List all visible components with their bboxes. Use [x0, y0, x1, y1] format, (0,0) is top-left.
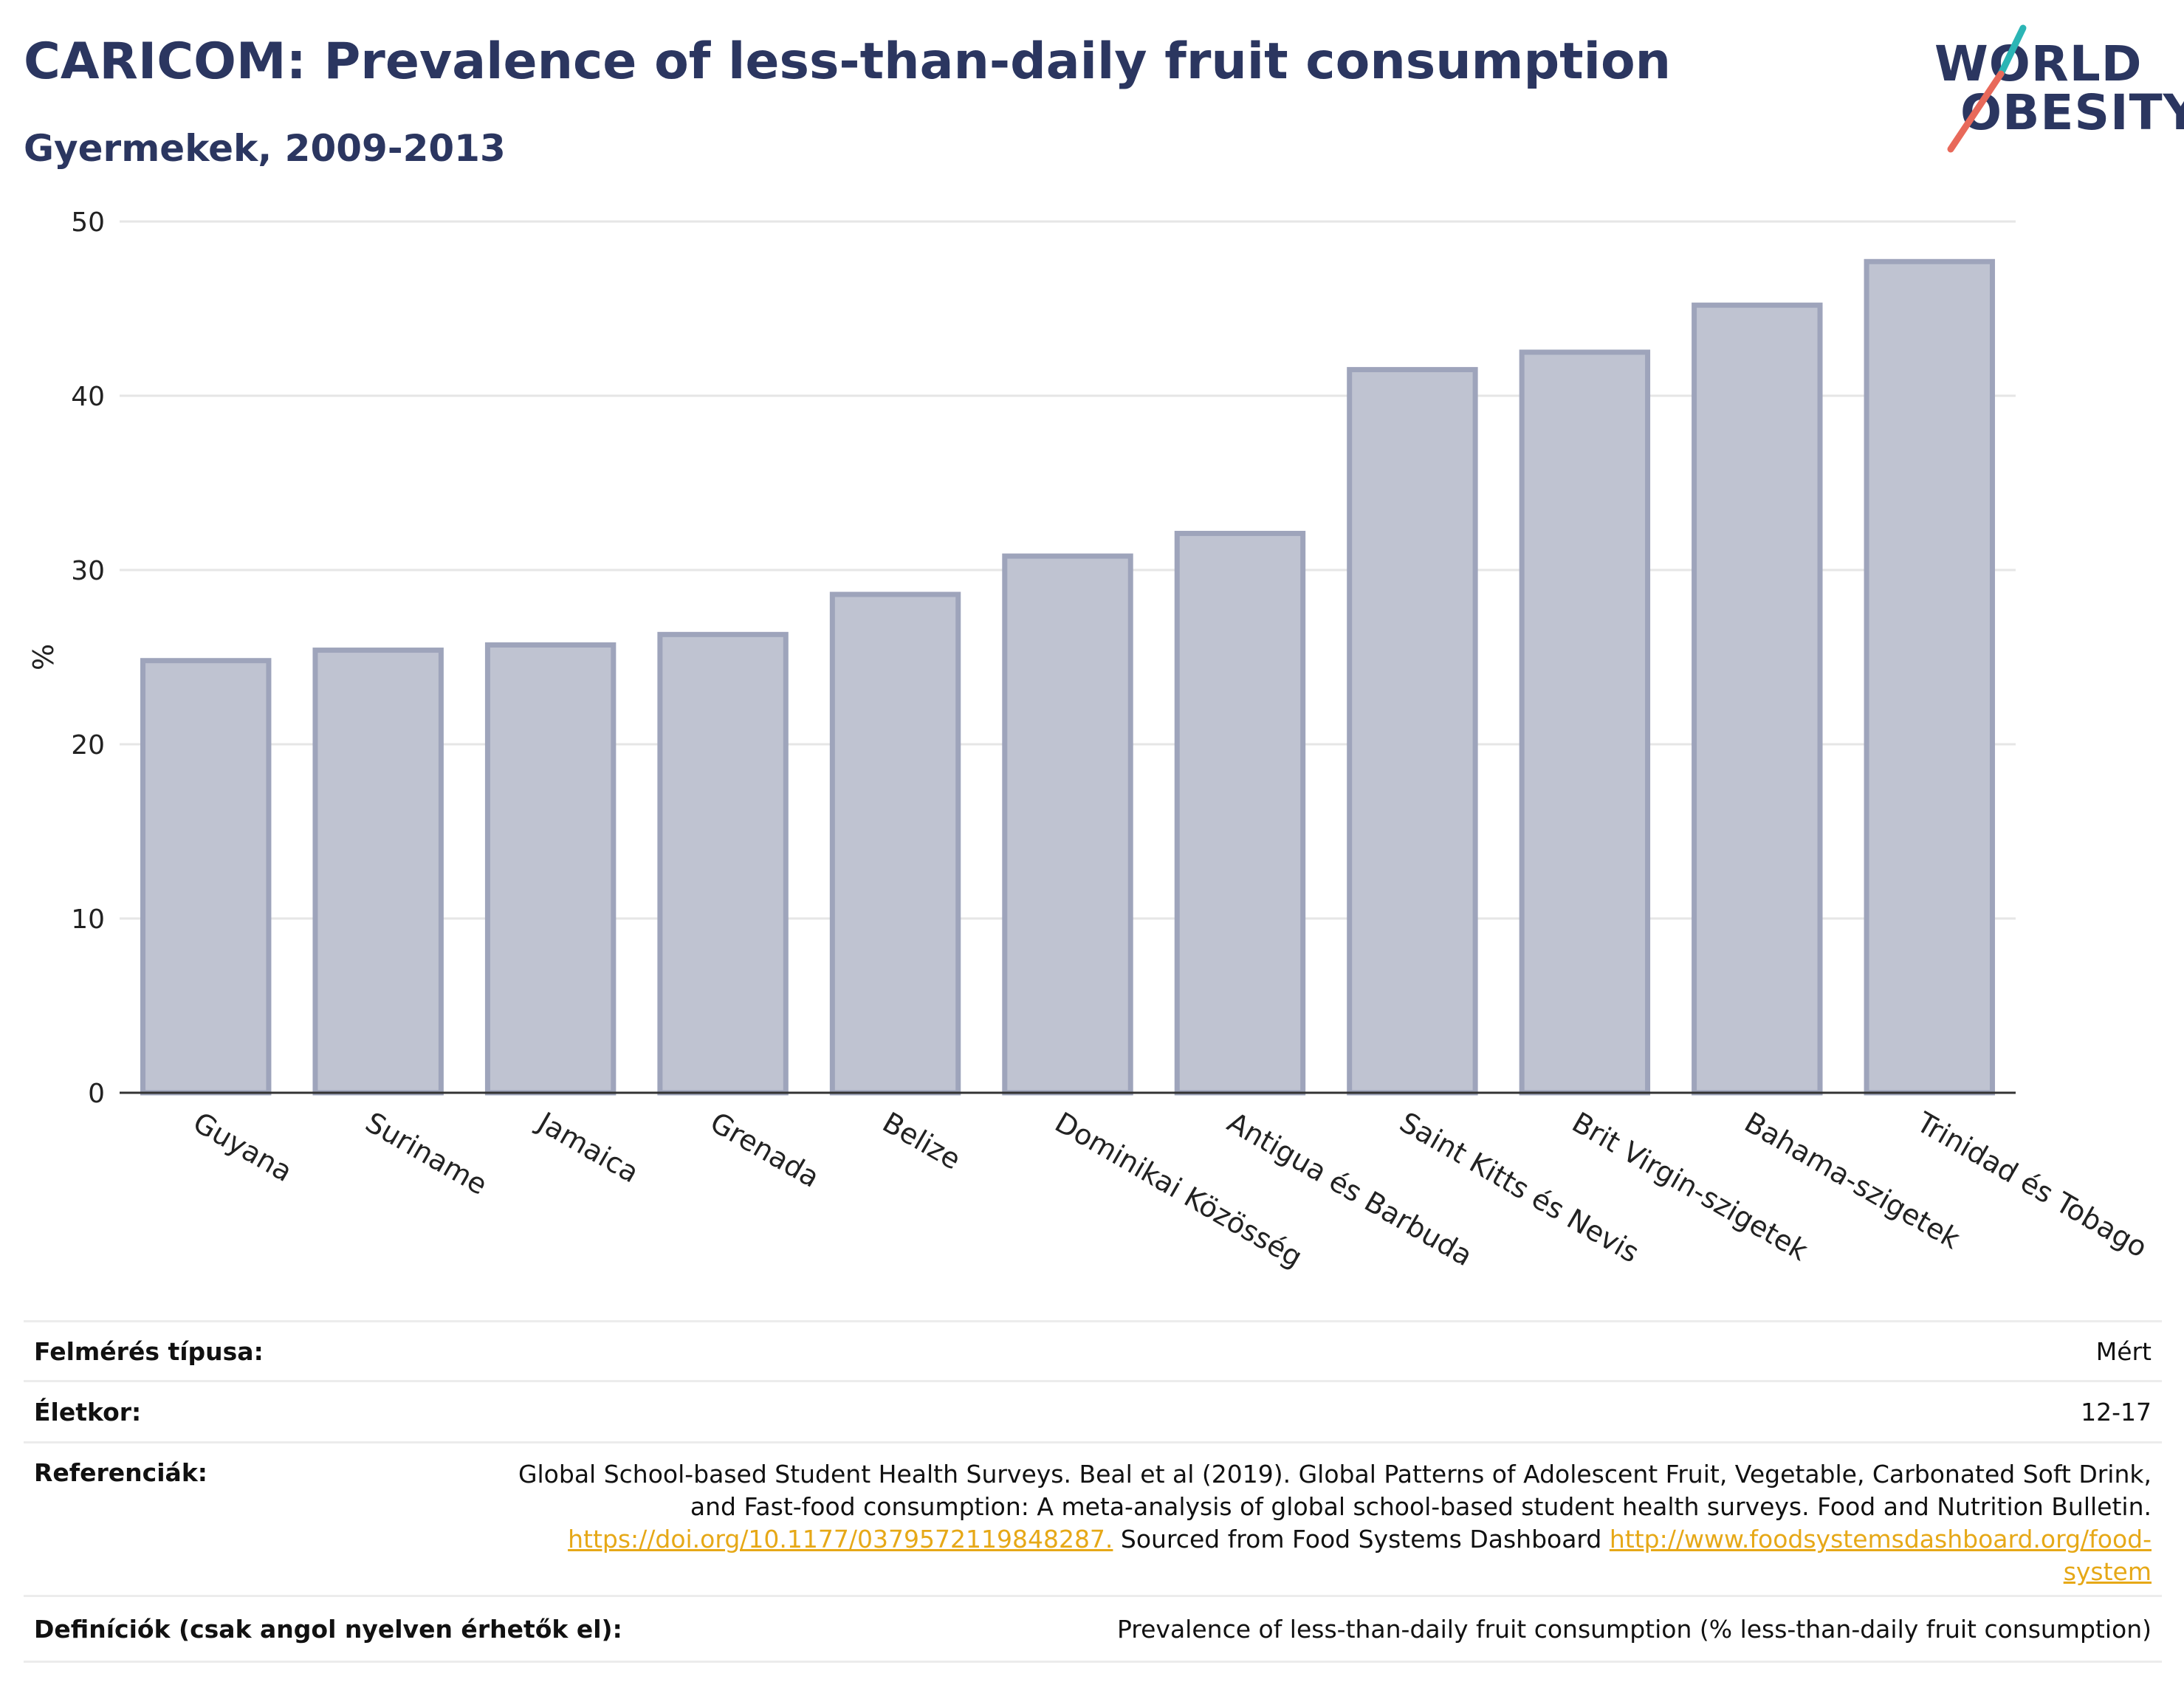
- reference-line-3: https://doi.org/10.1177/0379572119848287…: [518, 1523, 2152, 1556]
- y-tick-label: 10: [71, 904, 105, 935]
- bar: [829, 591, 961, 1096]
- age-value: 12-17: [2081, 1397, 2152, 1427]
- dashboard-link-continued[interactable]: system: [2063, 1557, 2152, 1586]
- x-tick-label: Guyana: [188, 1106, 298, 1188]
- bar: [1174, 530, 1306, 1096]
- references-value: Global School-based Student Health Surve…: [518, 1458, 2162, 1588]
- info-row-survey: Felmérés típusa: Mért: [24, 1320, 2162, 1380]
- bar: [1519, 349, 1651, 1096]
- references-label: Referenciák:: [34, 1458, 207, 1487]
- bars: [140, 258, 1995, 1096]
- bar: [1864, 258, 1995, 1096]
- survey-type-value: Mért: [2095, 1336, 2152, 1366]
- definitions-label: Definíciók (csak angol nyelven érhetők e…: [34, 1614, 622, 1644]
- reference-source-text: Sourced from Food Systems Dashboard: [1113, 1525, 1610, 1553]
- y-tick-label: 0: [88, 1079, 105, 1109]
- chart-title: CARICOM: Prevalence of less-than-daily f…: [24, 32, 1672, 91]
- x-tick-label: Suriname: [360, 1106, 493, 1201]
- definitions-value: Prevalence of less-than-daily fruit cons…: [1116, 1614, 2152, 1644]
- doi-link[interactable]: https://doi.org/10.1177/0379572119848287…: [568, 1525, 1113, 1553]
- x-tick-label: Jamaica: [531, 1105, 644, 1189]
- info-row-age: Életkor: 12-17: [24, 1380, 2162, 1441]
- reference-line-1: Global School-based Student Health Surve…: [518, 1460, 2152, 1489]
- logo-line-world: WORLD: [1934, 35, 2143, 92]
- bar: [1692, 302, 1823, 1096]
- info-table: Felmérés típusa: Mért Életkor: 12-17 Ref…: [24, 1320, 2162, 1663]
- y-tick-label: 20: [71, 730, 105, 761]
- logo-line-obesity: OBESITY: [1960, 84, 2184, 141]
- bar: [1002, 553, 1133, 1096]
- bar-chart: 0 10 20 30 40 50 Guyana Suriname Jamaica Grenada B…: [27, 207, 2153, 1274]
- y-tick-label: 50: [71, 207, 105, 238]
- y-tick-label: 30: [71, 556, 105, 586]
- y-tick-label: 40: [71, 382, 105, 412]
- info-row-definitions: Definíciók (csak angol nyelven érhetők e…: [24, 1595, 2162, 1663]
- bar: [484, 642, 617, 1096]
- world-obesity-logo: WORLD OBESITY: [1927, 22, 2184, 155]
- x-tick-label: Belize: [877, 1106, 966, 1176]
- info-row-references: Referenciák: Global School-based Student…: [24, 1441, 2162, 1595]
- y-axis-label: %: [27, 644, 60, 670]
- reference-line-2: and Fast-food consumption: A meta-analys…: [690, 1492, 2152, 1521]
- logo-slash-icon: [1947, 24, 2027, 153]
- chart-subtitle: Gyermekek, 2009-2013: [24, 127, 506, 170]
- bar: [657, 631, 789, 1096]
- reference-line-4: system: [518, 1556, 2152, 1588]
- bar: [312, 648, 444, 1096]
- bar: [140, 658, 272, 1096]
- x-tick-label: Grenada: [705, 1106, 825, 1194]
- bar: [1347, 367, 1478, 1096]
- dashboard-link[interactable]: http://www.foodsystemsdashboard.org/food…: [1609, 1525, 2152, 1553]
- survey-type-label: Felmérés típusa:: [34, 1336, 264, 1366]
- age-label: Életkor:: [34, 1397, 142, 1427]
